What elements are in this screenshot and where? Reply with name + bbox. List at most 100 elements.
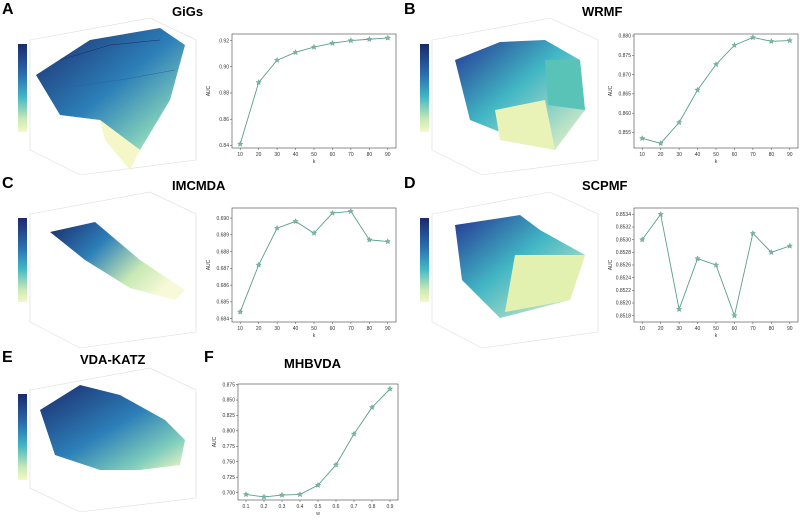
x-tick-label: 0.2 [261,504,268,510]
data-point-marker [786,37,793,44]
x-tick-label: 60 [732,326,738,332]
colorbar-e [18,394,27,480]
x-tick-label: 10 [639,152,645,158]
y-tick-label: 0.8530 [616,237,632,243]
y-tick-label: 0.8524 [616,275,632,281]
data-point-marker [347,37,355,44]
y-tick-label: 0.875 [618,53,631,59]
surface-b-low [495,100,555,150]
x-tick-label: 20 [256,152,262,158]
y-tick-label: 0.855 [618,130,631,136]
surface-plot-e [18,367,197,513]
surface-plot-d [420,191,599,349]
x-tick-label: 90 [385,326,391,332]
data-point-marker [639,236,646,243]
x-tick-label: 0.9 [387,504,394,510]
surface-a [36,28,185,150]
surface-a-low [100,120,140,170]
x-tick-label: 60 [330,152,336,158]
data-point-marker [296,491,304,498]
data-point-marker [731,41,738,48]
y-tick-label: 0.8518 [616,313,632,319]
line-chart-c: 0.684 0.685 0.686 0.687 0.688 0.689 0.690 10 20 3… [206,207,397,339]
x-tick-label: 50 [311,152,317,158]
x-tick-label: 20 [658,326,664,332]
series-line [239,37,388,145]
data-point-marker [694,255,701,262]
surface-e [40,385,185,470]
panel-label-f: F [204,349,214,366]
data-point-marker [768,249,775,256]
y-tick-label: 0.700 [222,490,235,496]
x-tick-label: 70 [348,152,354,158]
y-tick-label: 0.8526 [616,263,632,269]
x-tick-label: 40 [293,326,299,332]
x-tick-label: 90 [385,152,391,158]
line-chart-a: 0.84 0.86 0.88 0.90 0.92 10 20 30 40 50 60 70 80 90 k A… [206,33,397,165]
panel-label-d: D [404,175,416,192]
line-charts: 0.84 0.86 0.88 0.90 0.92 10 20 30 40 50 60 70 80 90 k A… [206,33,799,517]
data-point-marker [350,430,358,437]
colorbar-c [18,218,27,302]
axes-box-c [29,191,197,349]
panel-title-c: IMCMDA [172,178,226,193]
y-axis-label: AUC [206,85,212,96]
y-tick-label: 0.775 [222,444,235,450]
data-point-marker [310,43,318,50]
series-line [245,388,391,498]
data-point-marker [237,308,244,315]
x-axis-label: k [715,159,718,165]
data-point-marker [749,34,757,41]
x-tick-label: 30 [676,326,682,332]
surface-plot-b [420,17,599,176]
series-line [642,37,790,144]
data-point-marker [384,238,391,245]
x-axis-label: k [715,333,718,339]
y-tick-label: 0.687 [216,266,229,272]
y-tick-label: 0.688 [216,249,229,255]
x-tick-label: 0.5 [315,504,322,510]
y-tick-label: 0.690 [216,216,229,222]
y-axis-label: AUC [608,85,614,96]
y-tick-label: 0.685 [216,300,229,306]
panel-title-e: VDA-KATZ [80,352,146,367]
x-axis-label: k [313,333,316,339]
data-point-marker [675,119,683,126]
data-point-marker [260,493,268,500]
x-tick-label: 70 [348,326,354,332]
surface-plot-a [18,17,197,176]
colorbar-d [420,218,429,302]
data-point-marker [749,230,757,237]
x-tick-label: 30 [676,152,682,158]
data-point-marker [768,38,775,45]
surface-c [50,222,185,300]
data-point-marker [386,385,394,392]
y-tick-label: 0.8528 [616,250,632,256]
x-tick-label: 50 [713,152,719,158]
x-tick-label: 40 [695,152,701,158]
panel-label-c: C [2,175,14,192]
data-point-marker [384,34,391,41]
x-tick-label: 90 [787,152,793,158]
data-point-marker [675,306,683,313]
y-axis-label: AUC [608,259,614,270]
data-point-marker [639,135,646,142]
y-tick-label: 0.684 [216,316,229,322]
data-point-marker [731,312,738,319]
y-tick-label: 0.800 [222,429,235,435]
y-tick-label: 0.880 [618,34,631,40]
x-tick-label: 60 [330,326,336,332]
data-point-marker [657,211,664,218]
plot-frame [231,207,397,323]
y-tick-label: 0.84 [219,143,229,149]
data-point-marker [712,61,720,68]
line-chart-d: 0.8518 0.8520 0.8522 0.8524 0.8526 0.8528 0.85… [608,207,799,339]
data-point-marker [242,491,250,498]
axes-box-d [431,191,599,349]
x-tick-label: 80 [367,152,373,158]
data-point-marker [329,209,336,216]
panel-title-a: GiGs [172,4,203,19]
x-tick-label: 80 [769,152,775,158]
data-point-marker [329,39,336,46]
x-tick-label: 30 [274,152,280,158]
